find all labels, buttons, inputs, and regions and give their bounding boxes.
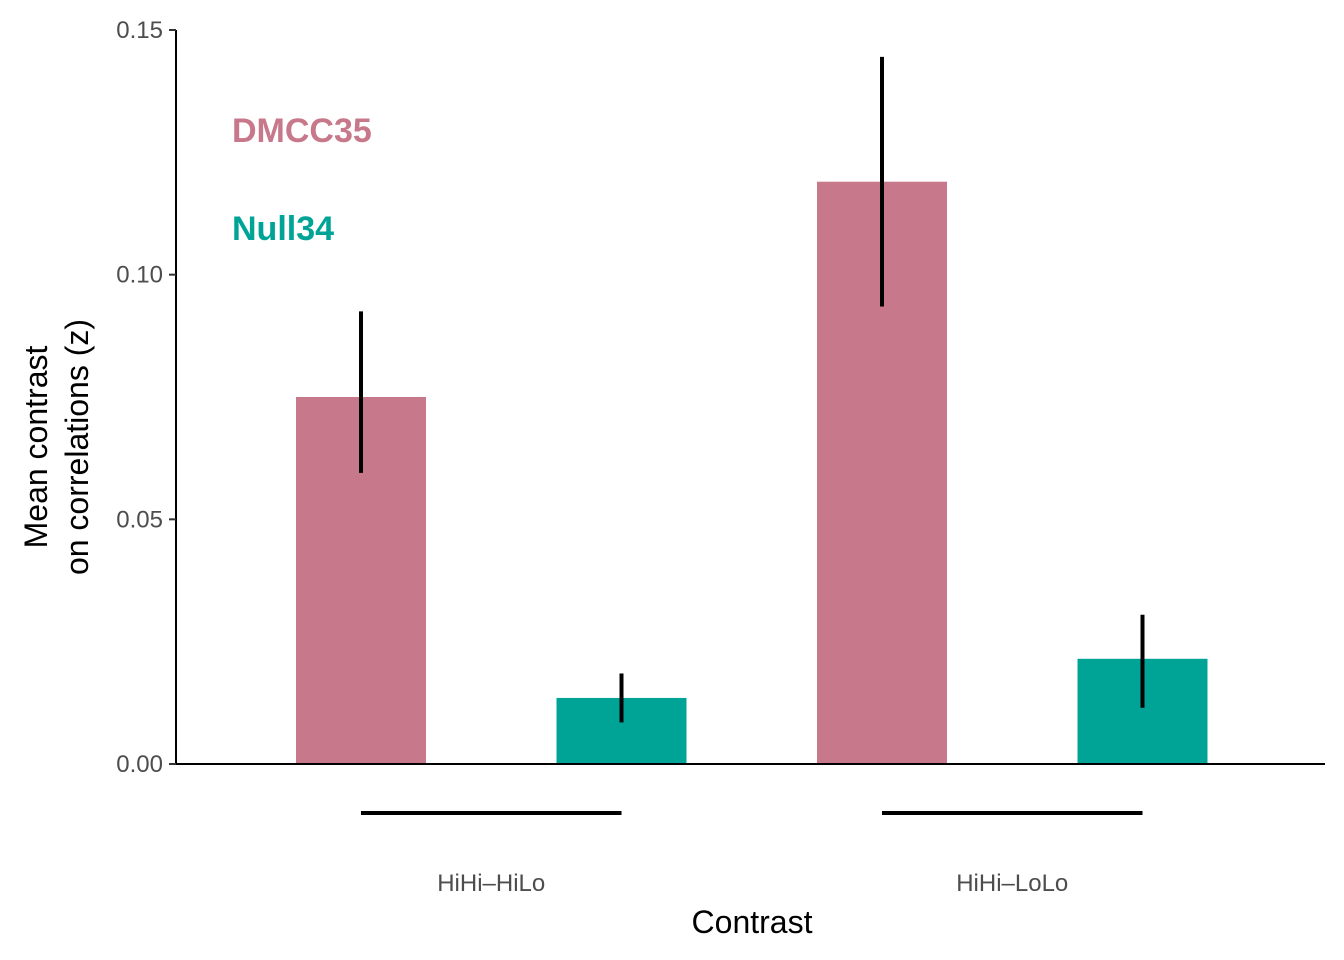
x-axis-title: Contrast <box>692 904 813 940</box>
legend-label-dmcc35: DMCC35 <box>232 112 372 150</box>
y-axis-title-line-2: on correlations (z) <box>59 319 95 575</box>
y-axis-title: Mean contrast on correlations (z) <box>18 319 95 575</box>
category-groups-layer: HiHi–HiLo HiHi–LoLo <box>361 811 1143 897</box>
y-tick-label: 0.10 <box>116 262 163 289</box>
y-ticks-layer: 0.00 0.05 0.10 0.15 <box>116 17 176 778</box>
legend-label-null34: Null34 <box>232 210 334 248</box>
y-tick-label: 0.15 <box>116 17 163 44</box>
bars-layer <box>296 181 1208 764</box>
y-tick-label: 0.00 <box>116 751 163 778</box>
y-axis-title-line-1: Mean contrast <box>18 346 54 549</box>
error-bars-layer <box>359 56 1145 723</box>
y-tick-label: 0.05 <box>116 506 163 533</box>
x-category-label: HiHi–LoLo <box>956 870 1068 897</box>
x-category-label: HiHi–HiLo <box>437 870 545 897</box>
